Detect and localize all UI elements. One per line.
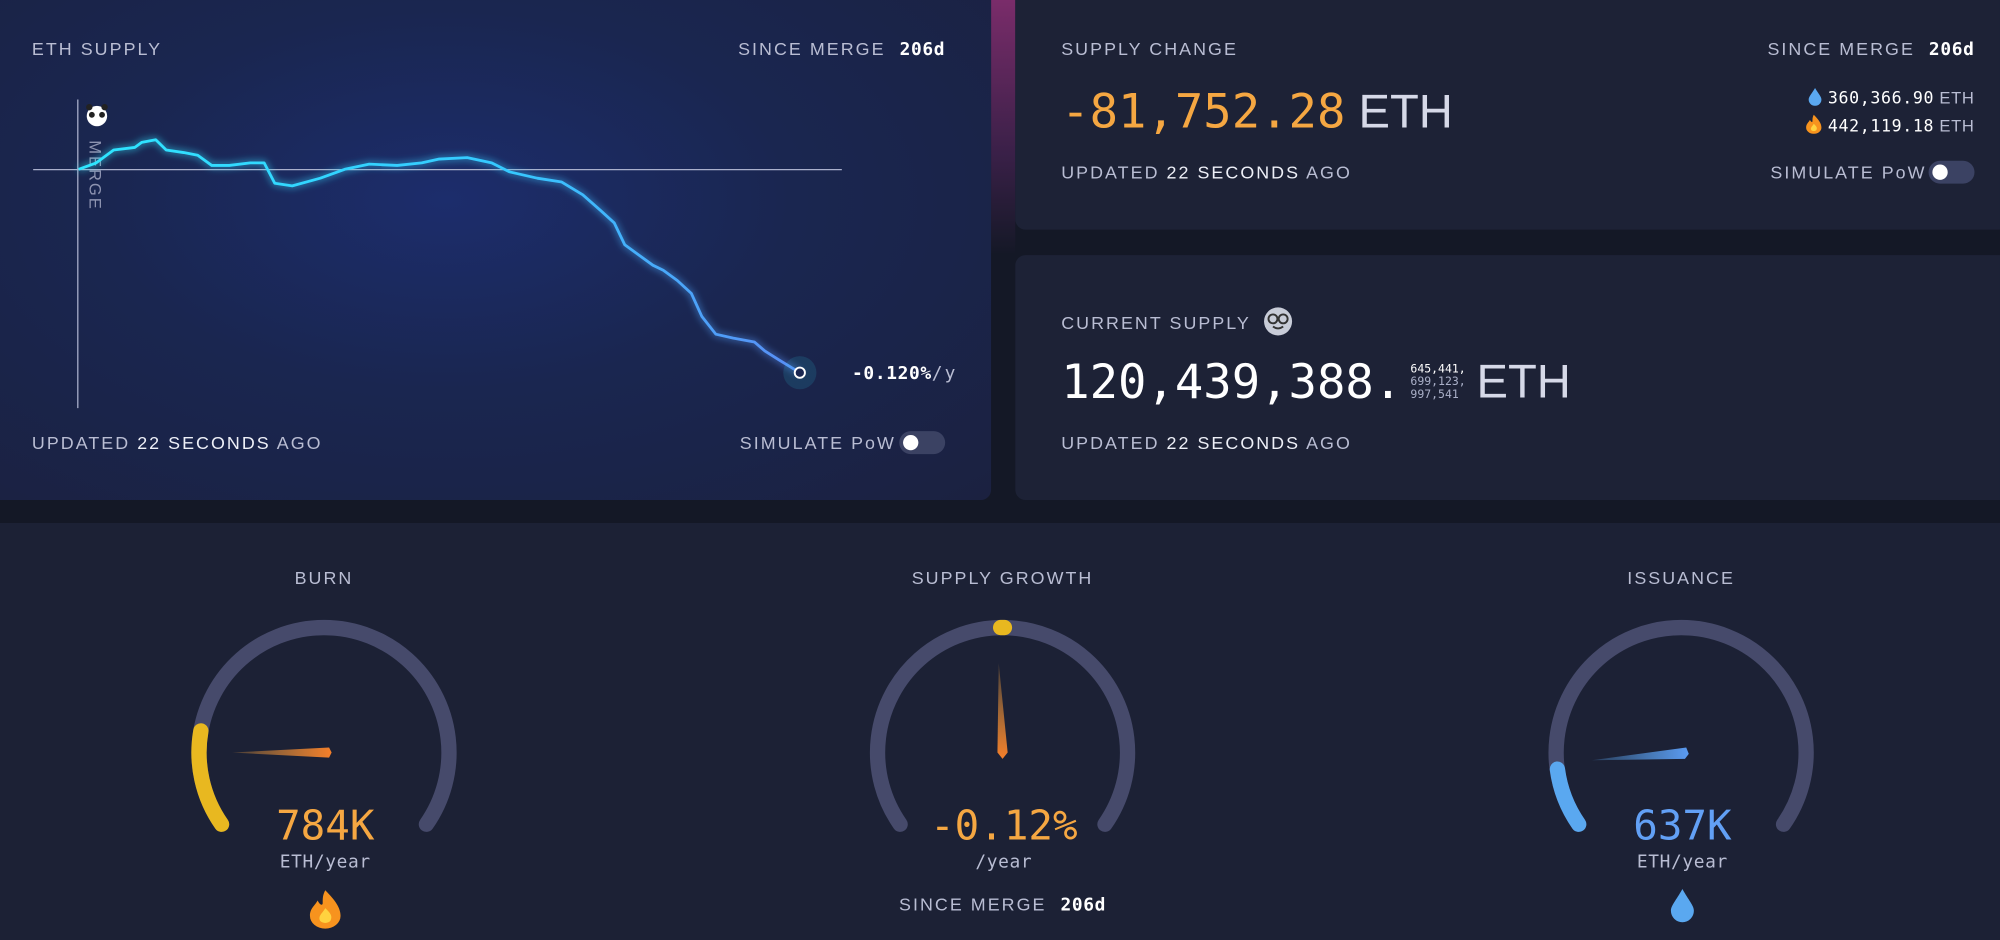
issued: 360,366.90 ETH bbox=[1807, 87, 1975, 109]
change-unit: ETH bbox=[1358, 85, 1453, 138]
updated-prefix: UPDATED bbox=[1061, 432, 1160, 453]
supply-line bbox=[78, 138, 801, 374]
gauge-title: SUPPLY GROWTH bbox=[911, 567, 1094, 589]
burned: 442,119.18 ETH bbox=[1805, 114, 1975, 137]
end-point bbox=[793, 366, 806, 379]
decimal-line: 645,441, bbox=[1410, 362, 1466, 376]
issued-unit: ETH bbox=[1939, 88, 1975, 108]
merge-label: MERGE bbox=[85, 140, 104, 210]
updated-prefix: UPDATED bbox=[1061, 161, 1160, 183]
updated: UPDATED 22 SECONDS AGO bbox=[1061, 432, 1352, 452]
growth-gauge bbox=[869, 619, 1136, 832]
simulate-label: SIMULATE PoW bbox=[739, 432, 896, 453]
burned-value: 442,119.18 bbox=[1827, 117, 1935, 137]
gauges bbox=[191, 619, 1814, 929]
panda-icon bbox=[86, 103, 108, 127]
updated-prefix: UPDATED bbox=[31, 432, 131, 453]
panel-title: SUPPLY CHANGE bbox=[1061, 38, 1238, 59]
gauge-value: 637K bbox=[1633, 801, 1732, 850]
supply-chart: MERGE bbox=[33, 99, 842, 409]
supply-amount: 120,439,388. bbox=[1061, 354, 1403, 410]
gauges-panel: BURN 784K ETH/year SUPPLY GROWTH -0.12% … bbox=[0, 522, 2000, 940]
decimal-line: 997,541 bbox=[1410, 388, 1459, 402]
title-text: CURRENT SUPPLY bbox=[1061, 312, 1251, 333]
drop-icon bbox=[1670, 889, 1694, 923]
decimal-line: 699,123, bbox=[1410, 375, 1466, 389]
fire-icon bbox=[1806, 114, 1822, 134]
gauge-value: 784K bbox=[276, 801, 375, 850]
updated-suffix: AGO bbox=[1306, 161, 1352, 183]
burned-unit: ETH bbox=[1939, 116, 1975, 136]
gauge-unit: /year bbox=[975, 852, 1033, 873]
eth-supply-panel: ETH SUPPLY SINCE MERGE 206d MERGE -0.120… bbox=[0, 0, 992, 500]
since-label: SINCE MERGE bbox=[738, 38, 886, 59]
panel-title: CURRENT SUPPLY bbox=[1061, 306, 1293, 337]
updated-suffix: AGO bbox=[276, 432, 323, 453]
gauge-unit: ETH/year bbox=[279, 852, 371, 873]
updated-time: 22 SECONDS bbox=[1166, 432, 1301, 453]
since-merge: SINCE MERGE 206d bbox=[738, 38, 945, 60]
simulate-toggle[interactable] bbox=[1928, 160, 1975, 184]
since-label: SINCE MERGE bbox=[899, 894, 1047, 915]
since-value: 206d bbox=[1060, 895, 1107, 916]
updated: UPDATED 22 SECONDS AGO bbox=[32, 432, 323, 452]
simulate-label: SIMULATE PoW bbox=[1770, 161, 1927, 183]
simulate-toggle[interactable] bbox=[899, 431, 946, 455]
gauge-value: -0.12% bbox=[930, 801, 1078, 850]
since-value: 206d bbox=[899, 39, 946, 60]
issued-value: 360,366.90 bbox=[1827, 89, 1935, 109]
nerd-icon bbox=[1263, 307, 1293, 336]
rate-value: -0.120% bbox=[852, 363, 932, 384]
rate: -0.120%/y bbox=[852, 362, 957, 384]
updated-time: 22 SECONDS bbox=[137, 432, 271, 453]
updated-time: 22 SECONDS bbox=[1166, 161, 1301, 183]
supply-decimals: 645,441, 699,123, 997,541 bbox=[1410, 363, 1465, 401]
fire-icon bbox=[309, 890, 341, 929]
drop-icon bbox=[1808, 88, 1822, 106]
updated: UPDATED 22 SECONDS AGO bbox=[1061, 162, 1352, 182]
since-merge: SINCE MERGE 206d bbox=[899, 894, 1106, 916]
current-supply-panel: CURRENT SUPPLY 120,439,388. 645,441, 699… bbox=[1015, 255, 2000, 500]
change-amount: -81,752.28 bbox=[1061, 84, 1346, 140]
panel-title: ETH SUPPLY bbox=[31, 38, 163, 59]
supply-value: 120,439,388. 645,441, 699,123, 997,541 E… bbox=[1061, 355, 1571, 410]
since-label: SINCE MERGE bbox=[1767, 38, 1915, 59]
updated-suffix: AGO bbox=[1306, 432, 1352, 453]
rate-unit: /y bbox=[931, 363, 958, 384]
gauge-unit: ETH/year bbox=[1636, 852, 1728, 873]
since-merge: SINCE MERGE 206d bbox=[1767, 38, 1974, 60]
since-value: 206d bbox=[1928, 39, 1975, 60]
supply-unit: ETH bbox=[1476, 355, 1571, 408]
supply-change-panel: SUPPLY CHANGE SINCE MERGE 206d -81,752.2… bbox=[1015, 0, 2000, 230]
gauge-title: BURN bbox=[294, 567, 354, 589]
issuance-gauge bbox=[1548, 620, 1814, 832]
accent-strip bbox=[991, 0, 1016, 256]
gauge-title: ISSUANCE bbox=[1627, 567, 1735, 589]
burn-gauge bbox=[191, 620, 457, 832]
change-value: -81,752.28 ETH bbox=[1061, 84, 1453, 139]
